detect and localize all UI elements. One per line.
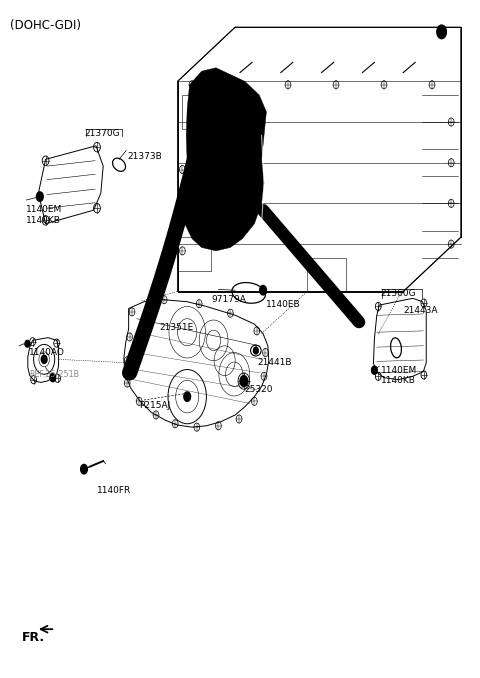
Text: (DOHC-GDI): (DOHC-GDI) bbox=[10, 19, 81, 32]
Text: 21351E: 21351E bbox=[160, 323, 194, 332]
Text: REF.25-251B: REF.25-251B bbox=[29, 370, 79, 378]
Text: FR.: FR. bbox=[22, 631, 45, 644]
Text: P215AJ: P215AJ bbox=[139, 401, 170, 410]
Text: 1140EB: 1140EB bbox=[266, 300, 301, 308]
Text: 1140KB: 1140KB bbox=[381, 376, 416, 385]
Text: 1140KB: 1140KB bbox=[26, 216, 61, 224]
Circle shape bbox=[25, 340, 30, 347]
Text: 21441B: 21441B bbox=[257, 358, 292, 367]
Text: 25320: 25320 bbox=[245, 385, 273, 394]
Circle shape bbox=[437, 25, 446, 39]
Circle shape bbox=[372, 366, 377, 374]
Circle shape bbox=[36, 192, 43, 201]
Text: 97179A: 97179A bbox=[211, 295, 246, 304]
Circle shape bbox=[253, 347, 258, 354]
Text: 1140EM: 1140EM bbox=[26, 205, 63, 214]
Circle shape bbox=[260, 285, 266, 295]
Polygon shape bbox=[182, 68, 266, 251]
Text: 21443A: 21443A bbox=[403, 306, 438, 315]
Circle shape bbox=[41, 355, 47, 363]
Circle shape bbox=[184, 392, 191, 401]
Text: 21370G: 21370G bbox=[84, 129, 120, 138]
Circle shape bbox=[81, 464, 87, 474]
Circle shape bbox=[240, 376, 248, 386]
Text: 1140FR: 1140FR bbox=[97, 486, 131, 495]
Text: 1140EM: 1140EM bbox=[381, 366, 417, 375]
Text: 21360G: 21360G bbox=[381, 289, 416, 298]
Text: 21373B: 21373B bbox=[127, 152, 162, 161]
Circle shape bbox=[50, 374, 56, 382]
Text: 1140AO: 1140AO bbox=[29, 348, 65, 357]
